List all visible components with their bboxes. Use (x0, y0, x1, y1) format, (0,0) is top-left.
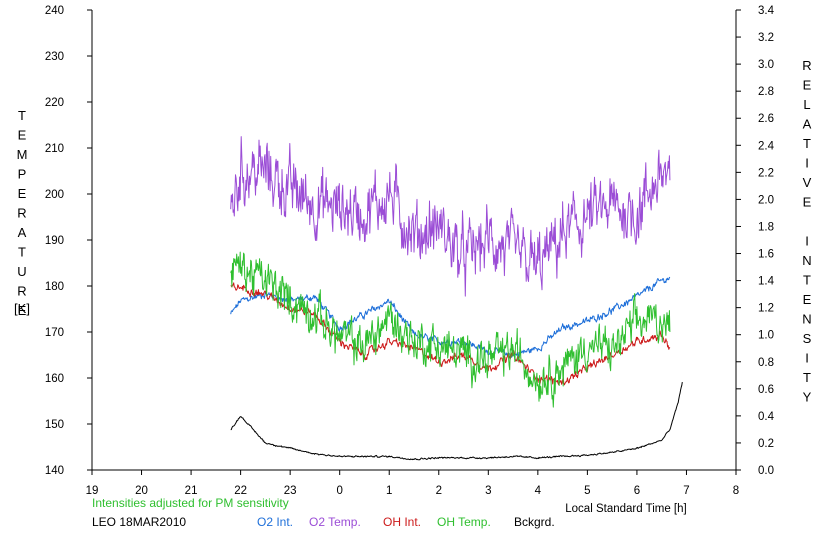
right-tick-label: 1.2 (758, 303, 774, 315)
series-line-o2-temp (230, 136, 671, 297)
right-tick-label: 0.0 (758, 465, 774, 477)
left-tick-label: 230 (45, 51, 64, 63)
legend-item: O2 Temp. (309, 515, 361, 529)
legend-item: Bckgrd. (514, 515, 555, 529)
x-axis-title: Local Standard Time [h] (565, 503, 686, 515)
labels-layer: 1401501601701801902002102202302400.00.20… (14, 5, 812, 529)
right-tick-label: 1.4 (758, 276, 775, 288)
x-tick-label: 4 (535, 485, 542, 497)
sensitivity-note: Intensities adjusted for PM sensitivity (92, 496, 289, 510)
right-tick-label: 0.4 (758, 411, 775, 423)
right-tick-label: 1.8 (758, 221, 774, 233)
x-tick-label: 22 (234, 485, 247, 497)
right-tick-label: 2.8 (758, 86, 774, 98)
left-tick-label: 140 (45, 465, 64, 477)
x-tick-label: 6 (634, 485, 640, 497)
legend-item: OH Int. (383, 515, 421, 529)
left-tick-label: 210 (45, 143, 64, 155)
series-line-bckgrd (230, 382, 683, 461)
x-tick-label: 2 (436, 485, 442, 497)
x-tick-label: 8 (733, 485, 739, 497)
left-tick-label: 190 (45, 235, 64, 247)
right-tick-label: 3.2 (758, 32, 774, 44)
right-tick-label: 0.6 (758, 384, 774, 396)
x-tick-label: 19 (86, 485, 99, 497)
right-tick-label: 3.0 (758, 59, 774, 71)
right-tick-label: 2.2 (758, 167, 774, 179)
x-tick-label: 7 (683, 485, 689, 497)
left-tick-label: 160 (45, 373, 64, 385)
left-tick-label: 170 (45, 327, 64, 339)
left-tick-label: 200 (45, 189, 64, 201)
x-tick-label: 23 (284, 485, 297, 497)
x-tick-label: 1 (386, 485, 392, 497)
right-tick-label: 2.0 (758, 194, 774, 206)
axes-layer (87, 9, 741, 475)
x-tick-label: 20 (135, 485, 148, 497)
series-line-oh-temp (230, 251, 671, 408)
right-tick-label: 1.0 (758, 330, 774, 342)
legend-item: O2 Int. (257, 515, 293, 529)
x-tick-label: 21 (185, 485, 198, 497)
x-tick-label: 5 (584, 485, 590, 497)
station-date: LEO 18MAR2010 (92, 515, 186, 529)
right-tick-label: 2.6 (758, 113, 774, 125)
right-tick-label: 2.4 (758, 140, 775, 152)
left-tick-label: 150 (45, 419, 64, 431)
left-tick-label: 240 (45, 5, 64, 17)
x-tick-label: 0 (336, 485, 342, 497)
right-tick-label: 1.6 (758, 249, 774, 261)
right-tick-label: 0.8 (758, 357, 774, 369)
right-tick-label: 3.4 (758, 5, 775, 17)
left-axis-unit: [K] (14, 301, 30, 316)
series-layer (230, 136, 683, 461)
legend-item: OH Temp. (437, 515, 491, 529)
right-tick-label: 0.2 (758, 438, 774, 450)
x-tick-label: 3 (485, 485, 491, 497)
left-tick-label: 180 (45, 281, 64, 293)
left-tick-label: 220 (45, 97, 64, 109)
